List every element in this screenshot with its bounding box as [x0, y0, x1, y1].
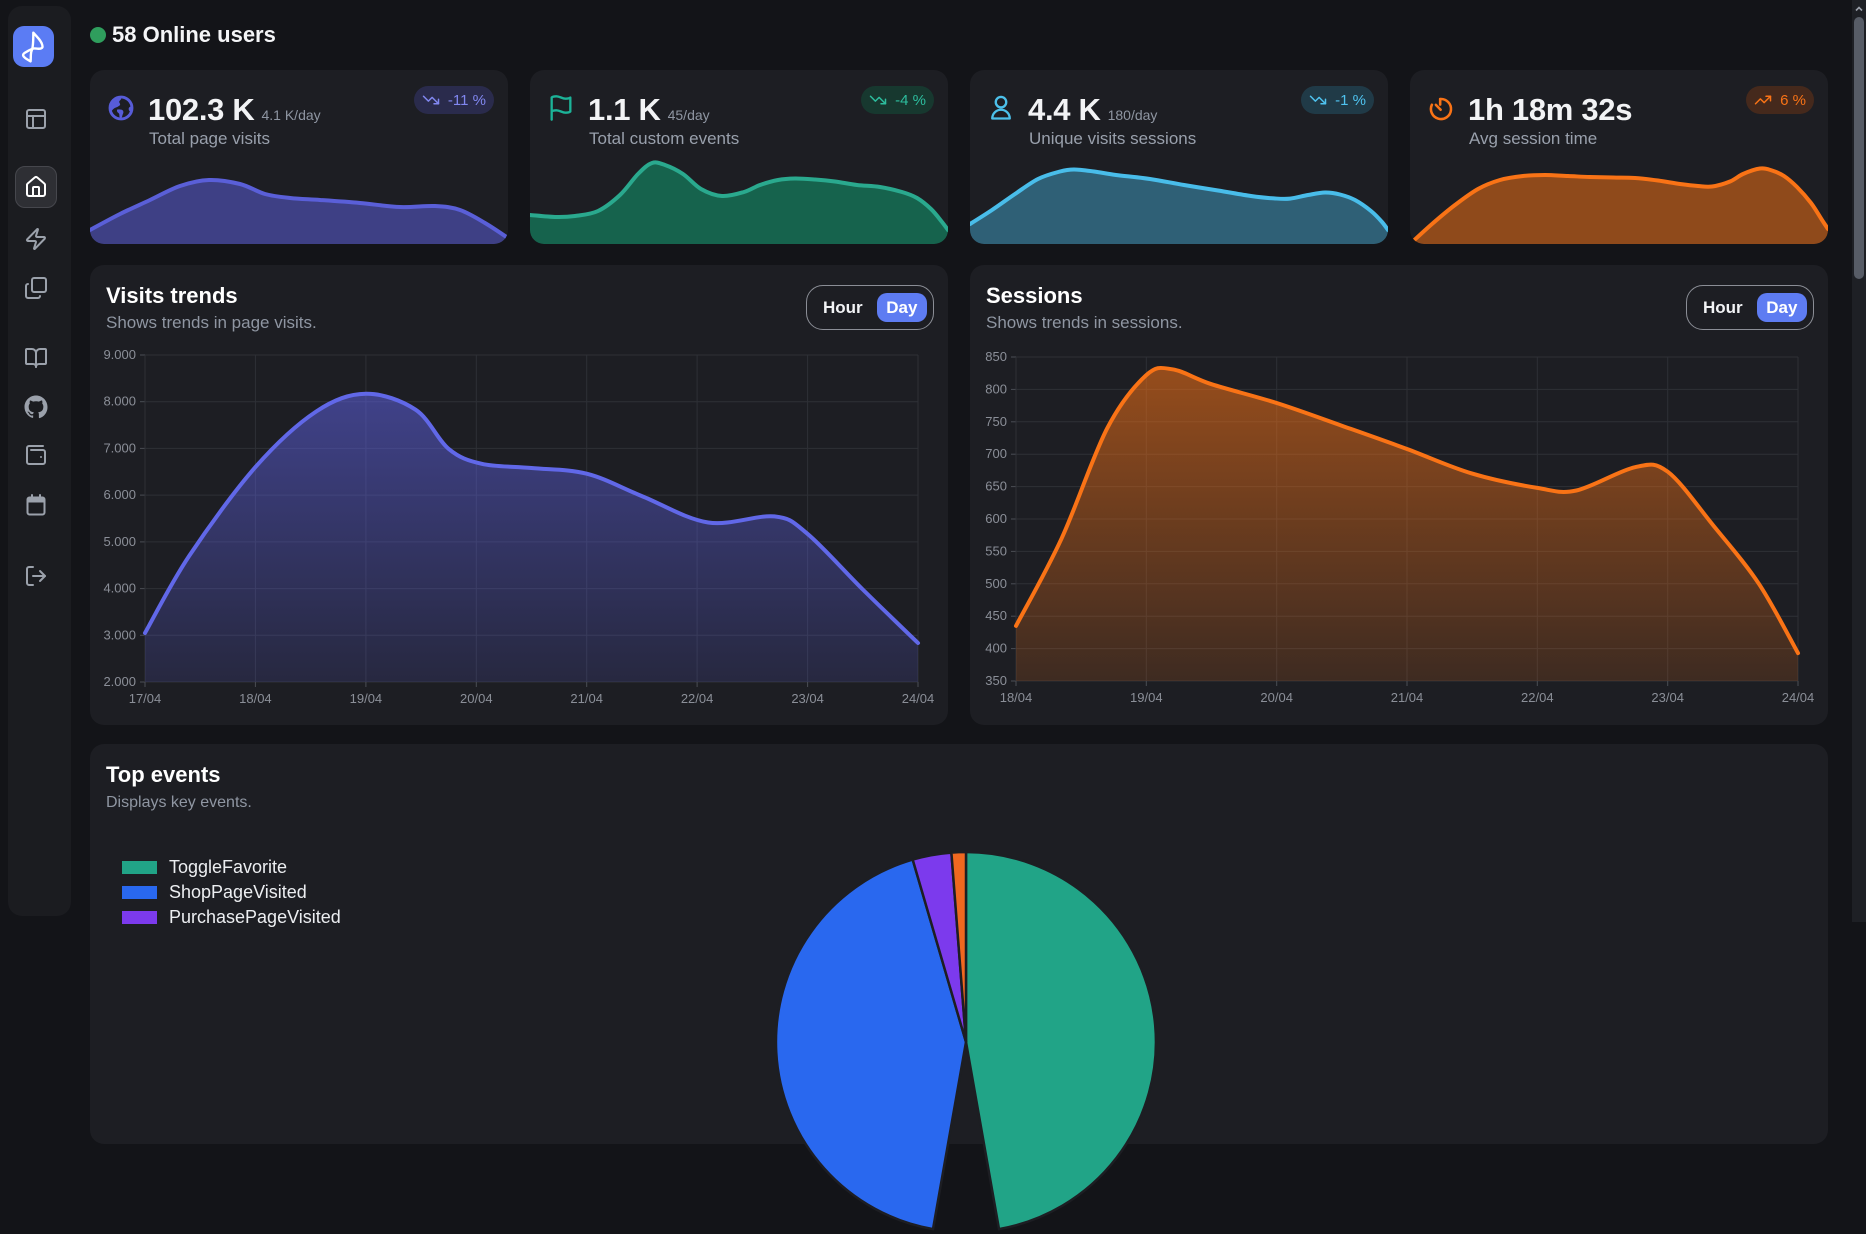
- svg-text:350: 350: [985, 673, 1007, 688]
- svg-text:850: 850: [985, 349, 1007, 364]
- svg-text:18/04: 18/04: [1000, 690, 1033, 705]
- svg-text:9.000: 9.000: [103, 347, 136, 362]
- svg-text:450: 450: [985, 608, 1007, 623]
- svg-text:400: 400: [985, 641, 1007, 656]
- svg-text:19/04: 19/04: [350, 691, 383, 706]
- svg-text:21/04: 21/04: [1391, 690, 1424, 705]
- svg-text:800: 800: [985, 381, 1007, 396]
- svg-text:4.000: 4.000: [103, 581, 136, 596]
- svg-text:5.000: 5.000: [103, 534, 136, 549]
- svg-text:22/04: 22/04: [681, 691, 714, 706]
- svg-text:19/04: 19/04: [1130, 690, 1163, 705]
- svg-text:750: 750: [985, 414, 1007, 429]
- svg-text:23/04: 23/04: [1651, 690, 1684, 705]
- svg-text:17/04: 17/04: [129, 691, 162, 706]
- svg-text:24/04: 24/04: [902, 691, 935, 706]
- svg-text:600: 600: [985, 511, 1007, 526]
- svg-text:550: 550: [985, 543, 1007, 558]
- svg-text:8.000: 8.000: [103, 394, 136, 409]
- svg-text:6.000: 6.000: [103, 487, 136, 502]
- svg-text:650: 650: [985, 479, 1007, 494]
- svg-text:700: 700: [985, 446, 1007, 461]
- svg-text:21/04: 21/04: [570, 691, 603, 706]
- svg-text:18/04: 18/04: [239, 691, 272, 706]
- svg-text:22/04: 22/04: [1521, 690, 1554, 705]
- svg-text:23/04: 23/04: [791, 691, 824, 706]
- svg-text:3.000: 3.000: [103, 627, 136, 642]
- svg-text:24/04: 24/04: [1782, 690, 1815, 705]
- svg-text:20/04: 20/04: [460, 691, 493, 706]
- svg-text:2.000: 2.000: [103, 674, 136, 689]
- svg-text:7.000: 7.000: [103, 440, 136, 455]
- svg-text:500: 500: [985, 576, 1007, 591]
- svg-text:20/04: 20/04: [1260, 690, 1293, 705]
